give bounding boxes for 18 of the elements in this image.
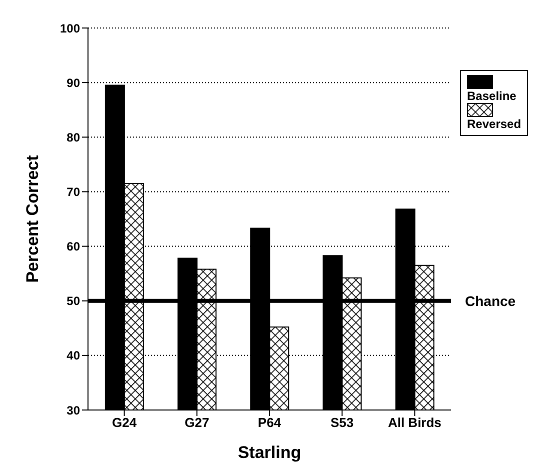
x-tick-label: P64 (258, 415, 282, 430)
legend-label: Reversed (467, 117, 522, 131)
y-tick-label: 50 (66, 294, 80, 308)
y-tick-label: 70 (66, 184, 80, 199)
y-tick-label: 80 (66, 130, 80, 144)
y-tick-label: 30 (66, 403, 80, 418)
ref-line-label: Chance (465, 292, 516, 309)
y-tick-label: 40 (66, 348, 80, 363)
x-tick-label: All Birds (388, 415, 442, 430)
y-tick-label: 100 (60, 21, 80, 36)
legend-label: Baseline (467, 89, 518, 103)
y-axis-title: Percent Correct (23, 154, 42, 283)
y-tick-label: 60 (66, 240, 80, 254)
x-tick-label: G24 (112, 415, 138, 430)
x-tick-label: G27 (184, 415, 210, 430)
x-axis-title: Starling (238, 443, 302, 462)
y-tick-label: 90 (66, 76, 80, 90)
x-tick-label: S53 (330, 415, 354, 430)
